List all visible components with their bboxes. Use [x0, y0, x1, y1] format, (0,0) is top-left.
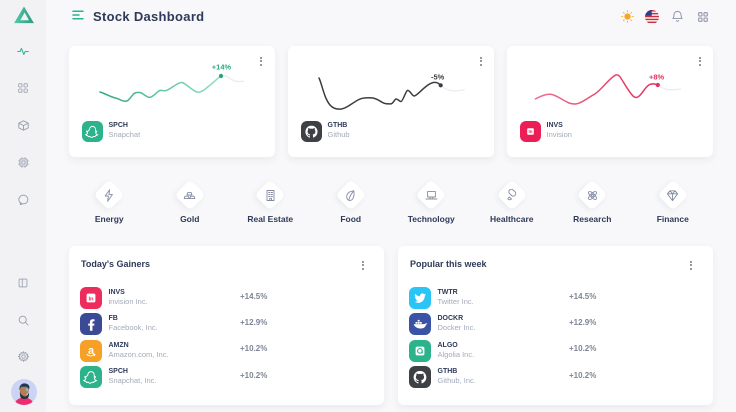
svg-text:+14%: +14%: [212, 63, 232, 72]
svg-text:+8%: +8%: [649, 72, 665, 81]
svg-text:-5%: -5%: [431, 73, 445, 82]
svg-text:a: a: [87, 344, 94, 356]
svg-text:In: In: [88, 296, 94, 302]
svg-text:In: In: [529, 129, 533, 134]
